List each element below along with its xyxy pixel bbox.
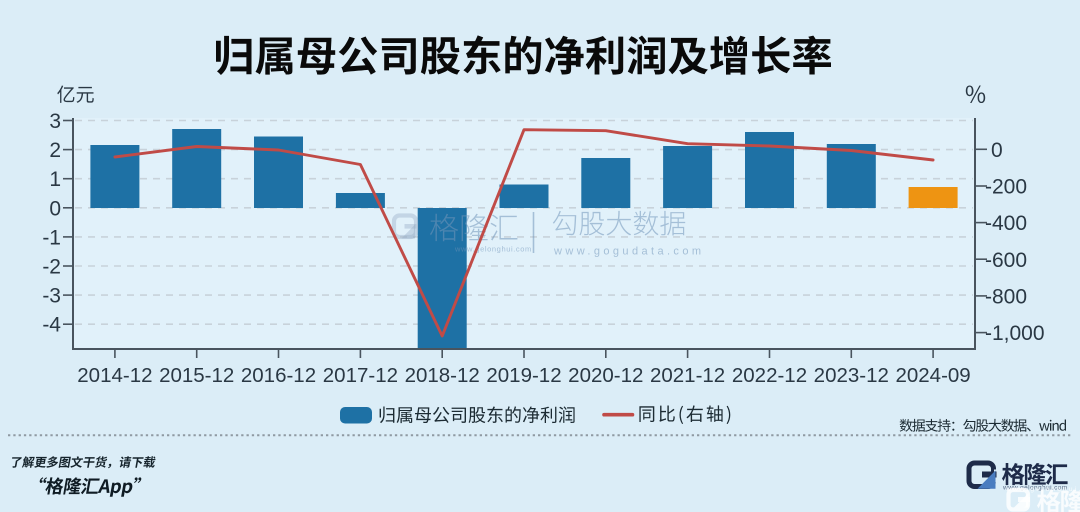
- svg-text:-4: -4: [42, 314, 61, 337]
- svg-text:3: 3: [49, 110, 61, 133]
- svg-text:2015-12: 2015-12: [159, 364, 234, 387]
- svg-text:2022-12: 2022-12: [732, 364, 807, 387]
- svg-text:www.gelonghui.com: www.gelonghui.com: [454, 245, 532, 254]
- svg-text:1: 1: [49, 168, 61, 191]
- svg-text:2014-12: 2014-12: [77, 364, 152, 387]
- svg-text:0: 0: [49, 197, 61, 220]
- svg-text:-1,000: -1,000: [985, 322, 1045, 345]
- svg-text:www.gelonghui.com: www.gelonghui.com: [1002, 485, 1068, 492]
- svg-text:2018-12: 2018-12: [405, 364, 480, 387]
- svg-text:-3: -3: [42, 285, 61, 308]
- svg-text:-400: -400: [985, 212, 1027, 235]
- svg-text:www.gogudata.com: www.gogudata.com: [553, 246, 704, 258]
- svg-text:2: 2: [49, 139, 61, 162]
- svg-text:-600: -600: [985, 249, 1027, 272]
- svg-text:2016-12: 2016-12: [241, 364, 316, 387]
- svg-text:2020-12: 2020-12: [568, 364, 643, 387]
- svg-text:2021-12: 2021-12: [650, 364, 725, 387]
- svg-text:2023-12: 2023-12: [814, 364, 889, 387]
- svg-text:2024-09: 2024-09: [895, 364, 970, 387]
- svg-text:2019-12: 2019-12: [486, 364, 561, 387]
- svg-text:-2: -2: [42, 256, 61, 279]
- svg-text:-800: -800: [985, 285, 1027, 308]
- svg-text:-200: -200: [985, 176, 1027, 199]
- svg-text:-1: -1: [42, 226, 61, 249]
- svg-text:www.gelonghui.com: www.gelonghui.com: [1005, 486, 1080, 493]
- svg-text:0: 0: [991, 139, 1003, 162]
- svg-text:2017-12: 2017-12: [323, 364, 398, 387]
